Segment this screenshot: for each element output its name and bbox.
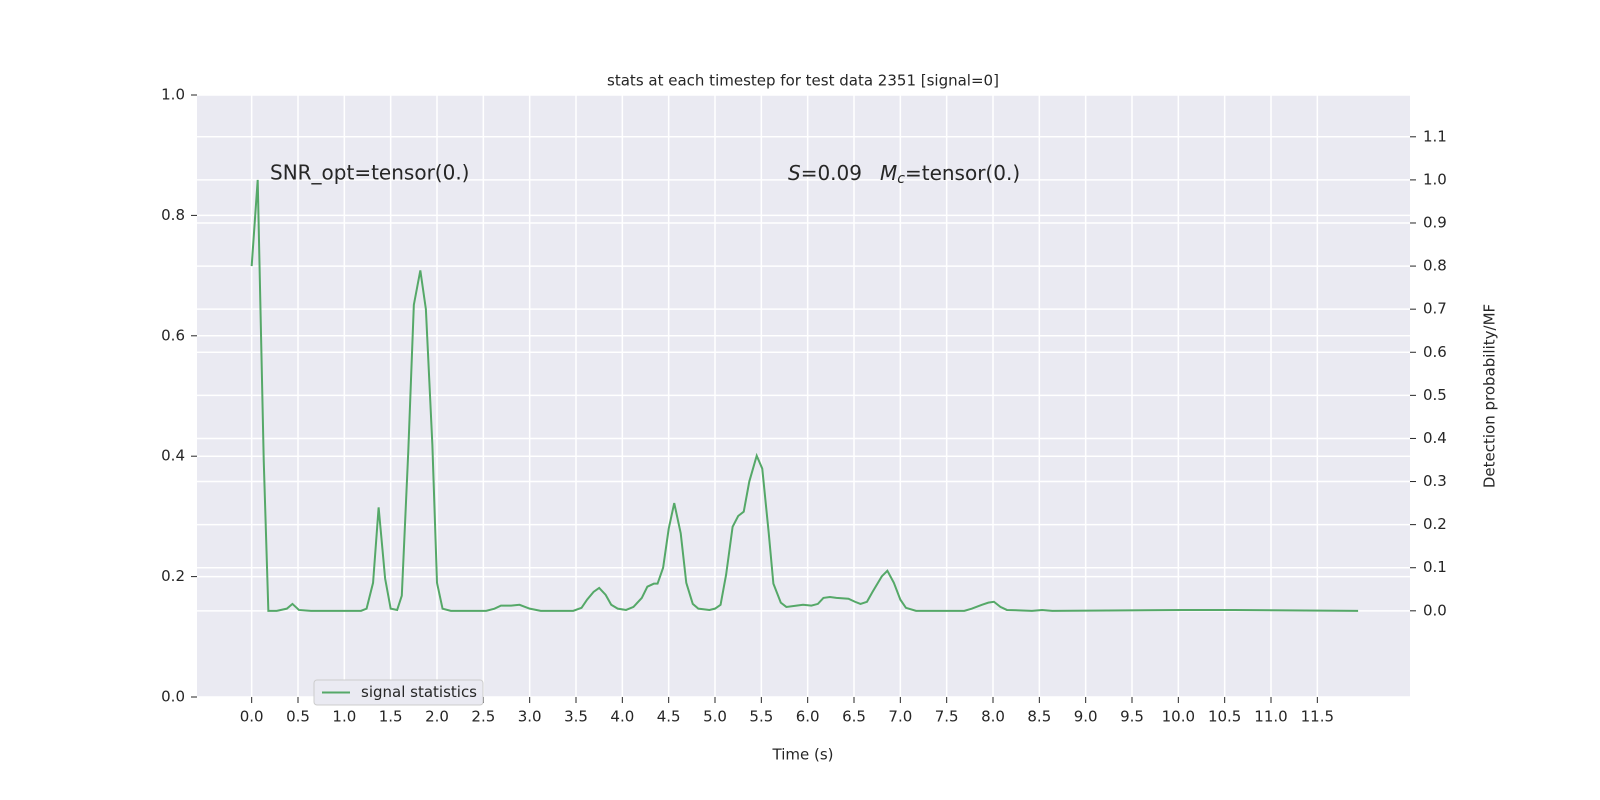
y2-tick-label: 0.6 — [1423, 343, 1447, 361]
x-tick-label: 7.0 — [888, 708, 912, 726]
y-tick-label: 0.2 — [161, 567, 185, 585]
x-tick-label: 0.0 — [240, 708, 264, 726]
x-tick-label: 4.0 — [610, 708, 634, 726]
annotation: c — [897, 171, 905, 187]
y2-tick-label: 0.9 — [1423, 213, 1447, 231]
x-tick-label: 2.0 — [425, 708, 449, 726]
chart-title: stats at each timestep for test data 235… — [607, 72, 999, 90]
y2-tick-label: 0.5 — [1423, 386, 1447, 404]
x-tick-label: 7.5 — [935, 708, 959, 726]
data-line — [250, 179, 1359, 612]
annotation: =tensor(0.) — [905, 161, 1020, 185]
x-tick-label: 1.5 — [379, 708, 403, 726]
x-axis-label: Time (s) — [772, 746, 834, 764]
y-tick-label: 1.0 — [161, 86, 185, 104]
legend-box — [313, 679, 484, 706]
x-tick-label: 10.5 — [1208, 708, 1241, 726]
y2-tick-label: 0.4 — [1423, 429, 1447, 447]
x-tick-label: 3.5 — [564, 708, 588, 726]
x-tick-label: 9.0 — [1074, 708, 1098, 726]
y2-tick-label: 0.3 — [1423, 472, 1447, 490]
annotation: SNR_opt=tensor(0.) — [270, 161, 469, 185]
legend-label: signal statistics — [361, 683, 477, 701]
x-tick-label: 11.5 — [1301, 708, 1334, 726]
y2-tick-label: 0.8 — [1423, 257, 1447, 275]
x-tick-label: 6.5 — [842, 708, 866, 726]
x-tick-label: 1.0 — [332, 708, 356, 726]
y2-axis-label: Detection probability/MF — [1481, 304, 1499, 488]
y-tick-label: 0.0 — [161, 688, 185, 706]
y2-tick-label: 0.7 — [1423, 300, 1447, 318]
x-tick-label: 11.0 — [1254, 708, 1287, 726]
annotation: M — [880, 161, 897, 185]
x-tick-label: 5.5 — [749, 708, 773, 726]
annotation: =0.09 — [801, 161, 862, 185]
annotation: S=0.09 Mc=tensor(0.) — [788, 161, 1020, 188]
y2-tick-label: 1.1 — [1423, 127, 1447, 145]
y-tick-label: 0.4 — [161, 447, 185, 465]
y2-tick-label: 0.0 — [1423, 601, 1447, 619]
y-tick-label: 0.6 — [161, 326, 185, 344]
y2-tick-label: 1.0 — [1423, 170, 1447, 188]
annotation: S — [788, 161, 801, 185]
x-tick-label: 3.0 — [518, 708, 542, 726]
x-tick-label: 9.5 — [1120, 708, 1144, 726]
y2-tick-label: 0.2 — [1423, 515, 1447, 533]
y-tick-label: 0.8 — [161, 206, 185, 224]
x-tick-label: 5.0 — [703, 708, 727, 726]
x-tick-label: 4.5 — [657, 708, 681, 726]
x-tick-label: 6.0 — [796, 708, 820, 726]
y2-tick-label: 0.1 — [1423, 558, 1447, 576]
x-tick-label: 8.5 — [1027, 708, 1051, 726]
x-tick-label: 0.5 — [286, 708, 310, 726]
x-tick-label: 2.5 — [471, 708, 495, 726]
x-tick-label: 8.0 — [981, 708, 1005, 726]
x-tick-label: 10.0 — [1162, 708, 1195, 726]
